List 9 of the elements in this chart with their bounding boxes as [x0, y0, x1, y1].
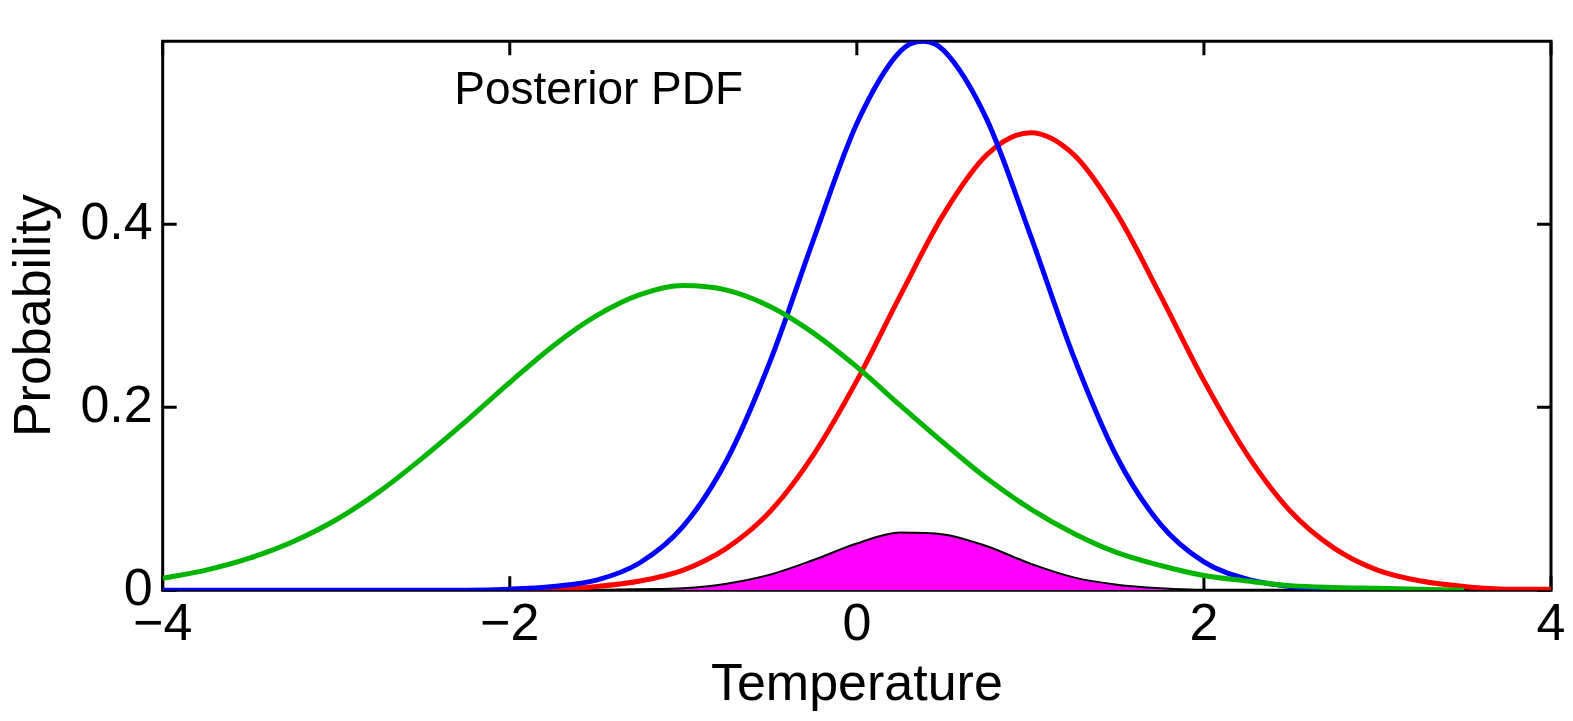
x-tick-label: 0: [842, 592, 872, 651]
y-tick-label: 0.2: [80, 374, 153, 433]
x-tick-label: −2: [480, 592, 540, 651]
x-tick-label: 2: [1189, 592, 1219, 651]
y-tick-label: 0.4: [80, 191, 153, 250]
y-axis-title: Probability: [2, 194, 61, 438]
annotation: Posterior PDF: [454, 61, 744, 114]
x-axis-title: Temperature: [710, 653, 1003, 712]
x-tick-label: 4: [1536, 592, 1566, 651]
